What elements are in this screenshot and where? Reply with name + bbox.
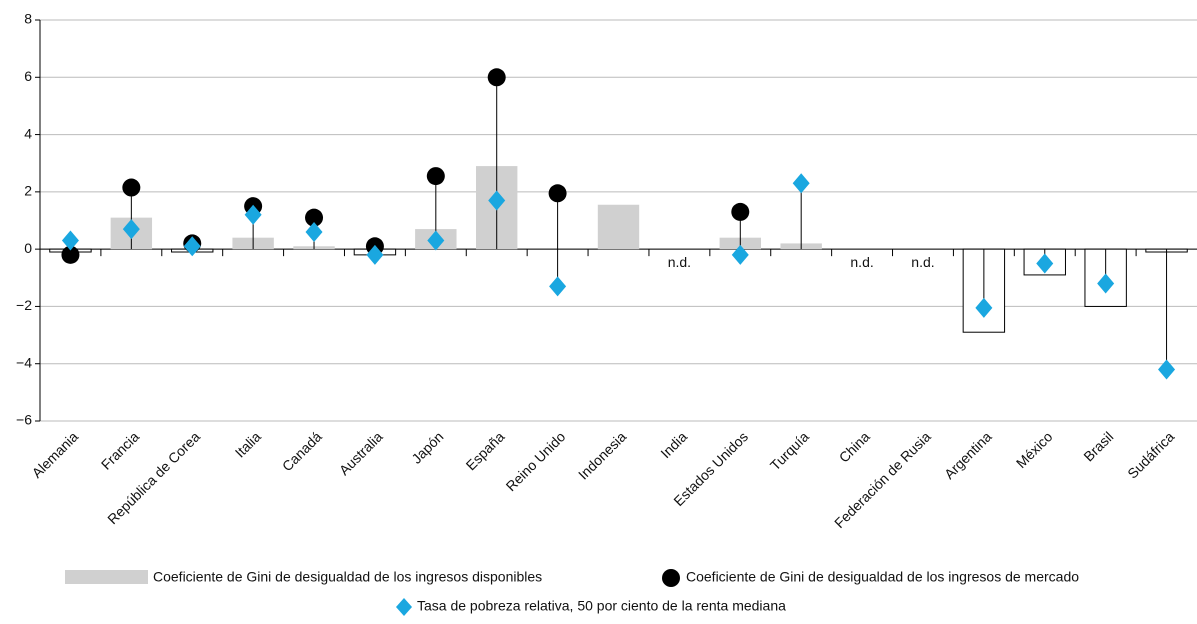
y-tick-label: 8 (24, 11, 32, 27)
x-tick-label: México (1013, 428, 1056, 471)
x-tick-label: Alemania (29, 428, 82, 481)
y-tick-label: 6 (24, 68, 32, 84)
x-tick-label: Australia (336, 428, 386, 478)
legend-label: Coeficiente de Gini de desigualdad de lo… (153, 569, 542, 585)
y-tick-label: −4 (16, 354, 32, 370)
poverty-diamond (488, 190, 506, 211)
x-tick-label: Italia (232, 428, 264, 460)
y-tick-label: 0 (24, 240, 32, 256)
x-tick-label: Sudáfrica (1124, 428, 1177, 481)
x-tick-label: Canadá (279, 428, 325, 474)
poverty-diamond (975, 297, 993, 318)
y-tick-label: −6 (16, 412, 32, 428)
x-tick-label: Turquía (767, 428, 812, 473)
x-tick-label: China (836, 428, 873, 465)
market-gini-dot (426, 167, 445, 186)
market-gini-dot (122, 178, 141, 197)
poverty-diamond (61, 230, 79, 251)
poverty-diamond (1158, 359, 1176, 380)
value-label: n.d. (850, 254, 873, 270)
x-tick-label: Francia (98, 428, 142, 472)
bar (597, 204, 640, 250)
y-tick-label: −2 (16, 297, 32, 313)
y-tick-label: 4 (24, 125, 32, 141)
poverty-diamond (1036, 253, 1054, 274)
legend-swatch (396, 598, 412, 616)
poverty-diamond (1097, 273, 1115, 294)
x-tick-label: India (657, 428, 690, 461)
x-tick-label: España (463, 428, 508, 473)
x-tick-label: Japón (408, 428, 446, 466)
market-gini-dot (61, 245, 80, 264)
poverty-diamond (122, 219, 140, 240)
market-gini-dot (731, 202, 750, 221)
poverty-diamond (305, 221, 323, 242)
poverty-diamond (731, 244, 749, 265)
legend-label: Tasa de pobreza relativa, 50 por ciento … (417, 598, 786, 614)
poverty-diamond (183, 236, 201, 257)
x-tick-label: Indonesia (575, 428, 629, 482)
poverty-diamond (792, 173, 810, 194)
value-label: n.d. (911, 254, 934, 270)
market-gini-dot (548, 184, 567, 203)
value-label: n.d. (668, 254, 691, 270)
poverty-diamond (549, 276, 567, 297)
market-gini-dot (305, 208, 324, 227)
x-tick-label: Brasil (1080, 428, 1116, 464)
legend-swatch (65, 570, 148, 584)
y-tick-label: 2 (24, 183, 32, 199)
legend-label: Coeficiente de Gini de desigualdad de lo… (686, 569, 1079, 585)
poverty-diamond (366, 244, 384, 265)
x-tick-label: Reino Unido (503, 428, 569, 494)
poverty-diamond (427, 230, 445, 251)
market-gini-dot (487, 68, 506, 87)
x-tick-label: Argentina (941, 428, 995, 482)
legend-swatch (662, 569, 680, 587)
poverty-diamond (244, 204, 262, 225)
